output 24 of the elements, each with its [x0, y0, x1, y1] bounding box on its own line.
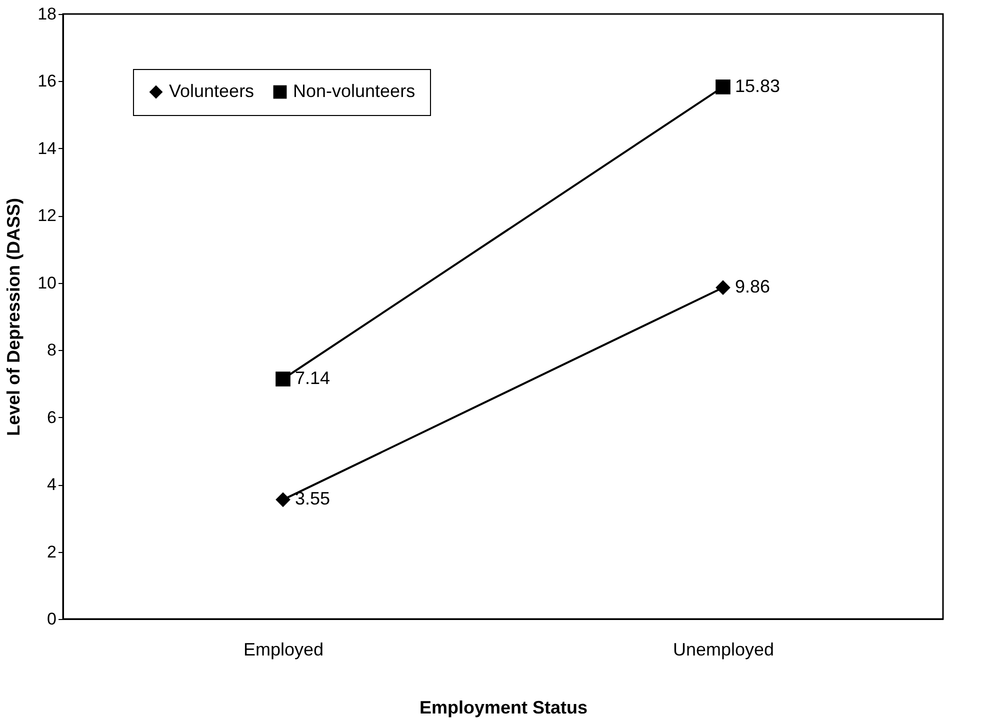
y-tick-label: 8	[47, 340, 56, 360]
x-tick-label: Employed	[243, 640, 324, 660]
y-axis-title: Level of Depression (DASS)	[4, 198, 24, 436]
legend-label: Volunteers	[169, 81, 254, 101]
point	[716, 80, 730, 94]
y-tick-label: 4	[47, 475, 56, 494]
data-label: 7.14	[295, 368, 330, 388]
x-tick-label: Unemployed	[672, 640, 774, 660]
data-label: 15.83	[735, 76, 780, 96]
y-tick-label: 14	[38, 138, 56, 158]
y-tick-label: 12	[38, 206, 56, 226]
data-label: 3.55	[295, 488, 330, 509]
y-tick-label: 6	[47, 408, 56, 427]
legend-label: Non-volunteers	[293, 81, 416, 101]
point	[716, 280, 730, 296]
x-axis-title: Employment Status	[419, 698, 588, 718]
point	[276, 492, 290, 508]
y-tick-label: 0	[47, 610, 56, 628]
point	[276, 372, 290, 386]
y-tick-label: 18	[38, 4, 56, 24]
data-label: 9.86	[735, 276, 770, 297]
y-tick-label: 10	[38, 273, 56, 292]
y-tick-label: 16	[38, 72, 56, 91]
y-tick-label: 2	[47, 542, 56, 562]
